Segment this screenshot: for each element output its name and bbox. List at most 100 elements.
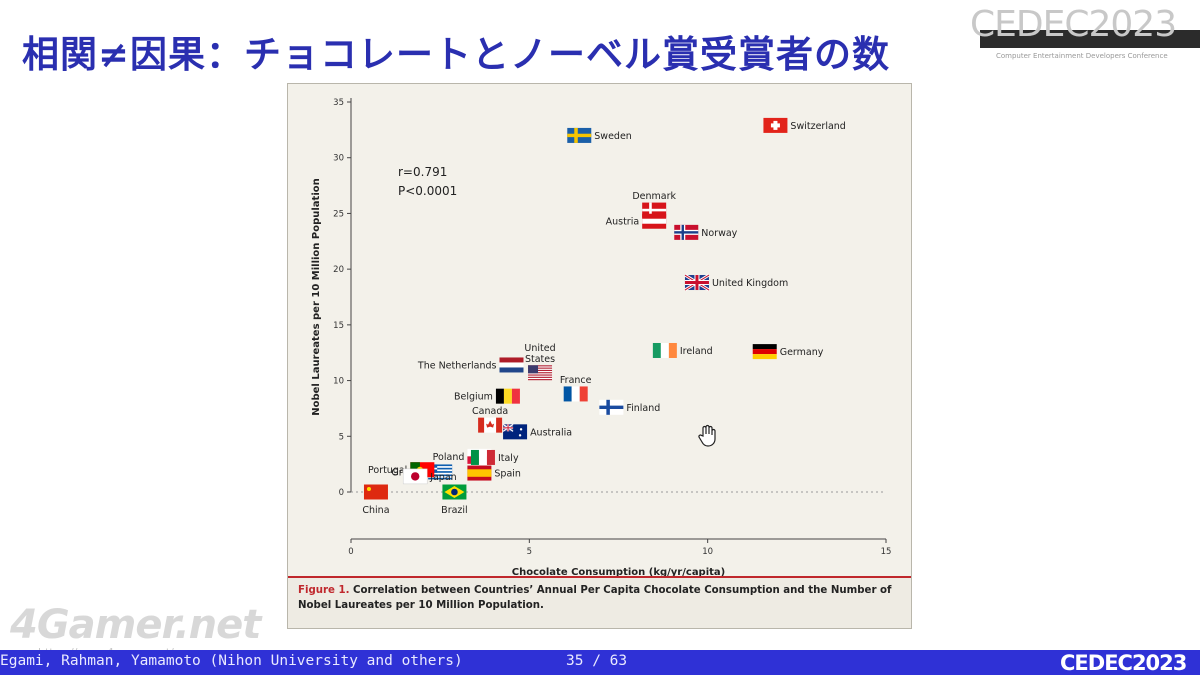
x-tick-label: 10 <box>702 547 713 557</box>
point-label-line: United <box>524 343 555 354</box>
point-label-ireland: Ireland <box>680 346 713 357</box>
flag-part <box>518 434 522 437</box>
flag-belgium-icon <box>495 388 520 404</box>
point-label-switzerland: Switzerland <box>790 121 845 132</box>
flag-part <box>770 123 780 128</box>
point-label-denmark: Denmark <box>632 191 676 202</box>
flag-part <box>752 344 777 350</box>
flag-part <box>668 342 677 358</box>
point-label-china: China <box>362 505 389 516</box>
point-label-france: France <box>560 375 592 386</box>
flag-part <box>752 354 777 360</box>
flag-sweden-icon <box>567 127 592 143</box>
flag-part <box>652 342 661 358</box>
flag-part <box>478 417 485 433</box>
flag-part <box>567 133 592 138</box>
point-label-uk: United Kingdom <box>712 278 788 289</box>
point-label-canada: Canada <box>472 406 508 417</box>
footer-logo: CEDEC2023 <box>1060 651 1187 675</box>
flag-part <box>579 386 588 402</box>
x-tick-label: 5 <box>527 547 532 557</box>
caption-label: Figure 1. <box>298 585 350 596</box>
x-axis-label: Chocolate Consumption (kg/yr/capita) <box>512 567 726 576</box>
flag-part <box>499 362 524 368</box>
point-label-brazil: Brazil <box>441 505 468 516</box>
point-label-portugal: Portugal <box>368 465 407 476</box>
flag-part <box>674 231 699 234</box>
flag-netherlands-icon <box>499 357 524 373</box>
flag-part <box>599 405 624 410</box>
logo-text: CEDEC2023 <box>970 4 1177 45</box>
flag-part <box>499 357 524 363</box>
flag-part <box>486 449 495 465</box>
flag-uk-icon <box>684 273 710 292</box>
flag-part <box>495 388 504 404</box>
point-label-italy: Italy <box>498 453 519 464</box>
watermark: 4Gamer.net <box>10 602 261 648</box>
flag-brazil-icon <box>442 484 467 500</box>
flag-part <box>503 427 514 429</box>
flag-switzerland-icon <box>763 117 788 133</box>
y-tick-label: 35 <box>333 98 344 108</box>
slide-title: 相関≠因果：チョコレートとノーベル賞受賞者の数 <box>22 33 891 76</box>
y-tick-label: 15 <box>333 321 344 331</box>
flag-part <box>363 484 388 500</box>
flag-part <box>519 428 523 431</box>
flag-part <box>366 487 371 491</box>
flag-norway-icon <box>674 224 699 240</box>
point-label-sweden: Sweden <box>594 131 632 142</box>
footer-bar: Egami, Rahman, Yamamoto (Nihon Universit… <box>0 650 1200 675</box>
y-tick-label: 5 <box>339 432 344 442</box>
flag-part <box>642 218 667 224</box>
page-number: 35 / 63 <box>566 653 628 669</box>
stat-annotation: r=0.791 <box>398 165 447 179</box>
flag-part <box>467 469 492 477</box>
flag-part <box>528 374 553 376</box>
point-label-australia: Australia <box>530 427 572 438</box>
flag-australia-icon <box>502 423 528 440</box>
caption-text: Correlation between Countries’ Annual Pe… <box>298 585 892 611</box>
point-label-germany: Germany <box>780 347 824 358</box>
y-tick-label: 25 <box>333 209 344 219</box>
logo-tagline: Computer Entertainment Developers Confer… <box>996 52 1168 60</box>
flag-part <box>684 281 709 285</box>
flag-part <box>528 367 553 369</box>
scatter-chart: 0 5 10 15 20 25 30 35 0 5 10 15 Chocolate Consumptio… <box>311 98 892 576</box>
x-tick-label: 15 <box>881 547 892 557</box>
flag-part <box>528 372 553 374</box>
flag-part <box>528 365 553 367</box>
point-label-poland: Poland <box>433 452 465 463</box>
flag-part <box>486 420 495 428</box>
flag-part <box>499 367 524 373</box>
flag-part <box>528 376 553 378</box>
point-label-usa: United States <box>524 343 555 365</box>
flag-part <box>428 469 453 472</box>
flag-part <box>571 386 580 402</box>
figure-caption: Figure 1. Correlation between Countries’… <box>288 578 911 628</box>
flag-part <box>503 388 512 404</box>
footer-authors: Egami, Rahman, Yamamoto (Nihon Universit… <box>0 653 463 669</box>
flag-part <box>511 388 520 404</box>
flag-part <box>563 386 572 402</box>
point-label-line: States <box>525 354 555 365</box>
point-label-netherlands: The Netherlands <box>417 360 497 371</box>
flag-part <box>470 449 479 465</box>
flag-part <box>642 208 667 212</box>
flag-part <box>528 379 553 381</box>
flag-part <box>411 472 420 481</box>
flag-italy-icon <box>470 449 495 465</box>
flag-spain-icon <box>467 465 492 481</box>
flag-japan-icon <box>402 468 428 485</box>
flag-part <box>428 476 453 478</box>
flag-germany-icon <box>752 344 777 360</box>
stat-annotation: P<0.0001 <box>398 184 457 198</box>
flag-usa-icon <box>528 365 553 381</box>
figure-panel: 0 5 10 15 20 25 30 35 0 5 10 15 Chocolate Consumptio… <box>287 83 912 629</box>
flag-part <box>451 488 458 496</box>
point-label-austria: Austria <box>606 217 640 228</box>
x-tick-label: 0 <box>348 547 353 557</box>
point-label-japan: Japan <box>429 472 457 483</box>
point-label-norway: Norway <box>701 228 737 239</box>
flag-part <box>528 369 553 372</box>
flag-part <box>428 472 453 475</box>
